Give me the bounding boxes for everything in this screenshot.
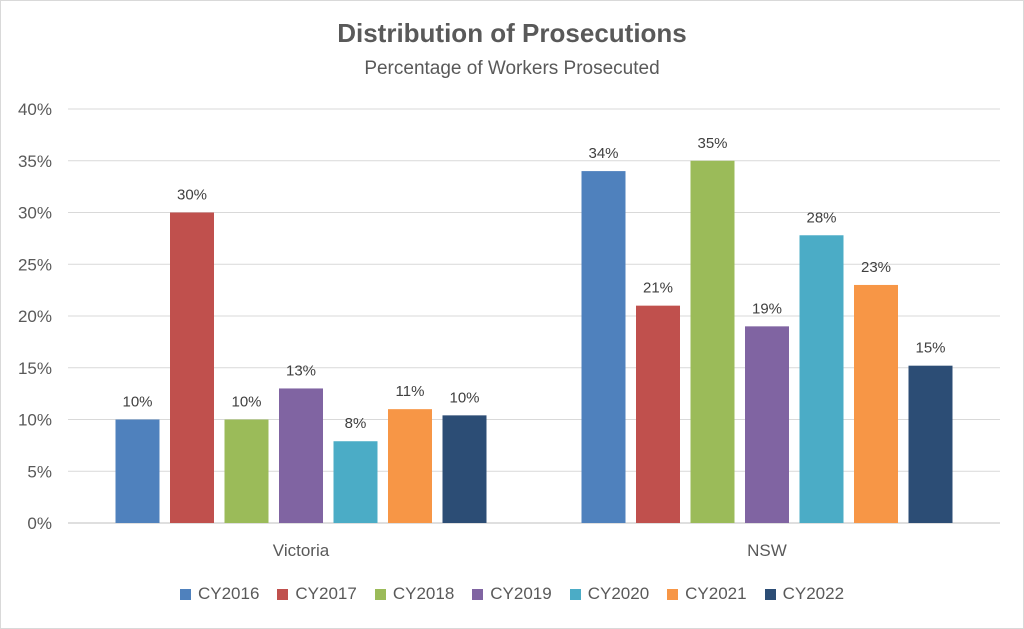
chart-subtitle: Percentage of Workers Prosecuted	[364, 58, 660, 79]
bar-cy2017-victoria	[170, 212, 214, 523]
legend: CY2016 CY2017 CY2018 CY2019 CY2020 CY2021 CY20…	[0, 584, 1024, 604]
data-label: 19%	[752, 300, 782, 317]
bar-cy2021-victoria	[388, 409, 432, 523]
data-label: 10%	[231, 394, 261, 411]
y-tick-label: 15%	[18, 359, 52, 378]
y-tick-label: 5%	[27, 462, 52, 481]
y-tick-label: 20%	[18, 307, 52, 326]
y-tick-label: 30%	[18, 204, 52, 223]
legend-item: CY2016	[179, 584, 260, 604]
y-tick-label: 40%	[18, 100, 52, 119]
bar-cy2019-victoria	[279, 388, 323, 523]
bar-cy2022-victoria	[442, 415, 487, 523]
legend-swatch	[569, 588, 581, 600]
legend-swatch	[667, 588, 679, 600]
chart-title: Distribution of Prosecutions	[337, 18, 687, 48]
legend-item: CY2017	[277, 584, 357, 604]
legend-item: CY2022	[764, 584, 845, 604]
x-category-label: Victoria	[273, 541, 330, 560]
bar-cy2019-nsw	[745, 326, 789, 523]
data-label: 28%	[806, 209, 836, 226]
data-label: 11%	[396, 383, 425, 400]
legend-swatch	[179, 588, 191, 600]
data-label: 10%	[122, 394, 152, 411]
data-label: 21%	[643, 280, 673, 297]
data-label: 15%	[915, 340, 945, 357]
bar-cy2022-nsw	[908, 365, 953, 523]
bar-cy2018-nsw	[690, 160, 735, 523]
legend-label: CY2020	[587, 584, 650, 603]
bar-cy2016-victoria	[115, 419, 160, 523]
legend-label: CY2022	[782, 584, 845, 603]
y-tick-label: 25%	[18, 255, 52, 274]
legend-swatch	[472, 588, 484, 600]
bar-cy2017-nsw	[636, 305, 680, 523]
legend-item: CY2020	[569, 584, 650, 604]
legend-item: CY2021	[667, 584, 747, 604]
y-tick-label: 35%	[18, 152, 52, 171]
legend-label: CY2021	[685, 584, 747, 603]
x-category-label: NSW	[747, 541, 787, 560]
legend-label: CY2019	[490, 584, 552, 603]
data-label: 34%	[588, 145, 618, 162]
legend-item: CY2019	[472, 584, 552, 604]
legend-label: CY2018	[392, 584, 455, 603]
legend-swatch	[374, 588, 386, 600]
data-label: 13%	[286, 362, 316, 379]
data-label: 23%	[861, 259, 891, 276]
bar-cy2021-nsw	[854, 284, 898, 523]
data-label: 10%	[449, 389, 479, 406]
data-label: 35%	[697, 135, 727, 152]
y-tick-label: 10%	[18, 411, 52, 430]
legend-swatch	[764, 588, 776, 600]
legend-item: CY2018	[374, 584, 455, 604]
bar-cy2020-victoria	[333, 441, 378, 523]
data-label: 8%	[345, 415, 367, 432]
legend-label: CY2017	[295, 584, 357, 603]
data-label: 30%	[177, 187, 207, 204]
bar-cy2018-victoria	[224, 419, 269, 523]
bar-cy2016-nsw	[581, 171, 626, 523]
legend-swatch	[277, 588, 289, 600]
legend-label: CY2016	[197, 584, 260, 603]
bar-cy2020-nsw	[799, 235, 844, 523]
y-tick-label: 0%	[27, 514, 52, 533]
